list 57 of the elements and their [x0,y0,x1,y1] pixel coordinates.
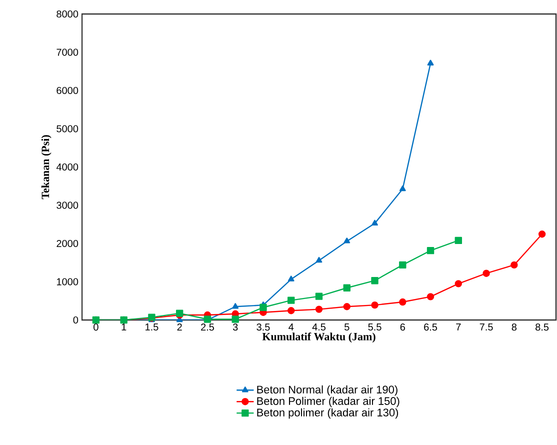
point [426,246,434,254]
point [482,270,490,277]
point [288,296,295,304]
x-tick-label: 0 [94,324,98,331]
point [371,301,378,309]
point [454,280,462,288]
point [344,238,350,244]
x-tick-label: 5.5 [368,324,382,331]
point [232,303,239,309]
x-tick-label: 6.5 [424,324,438,331]
x-tick-label: 1 [122,324,126,330]
legend-label: Beton Normal (kadar air 190) [257,385,398,396]
x-tick-label: 3 [232,324,238,331]
point [288,276,294,282]
x-tick-label: 6 [400,324,405,331]
y-tick-label: 2000 [56,240,78,248]
point [426,293,434,300]
x-axis-title: Kumulatif Waktu (Jam) [262,332,376,343]
point [538,230,546,238]
y-tick-label: 6000 [56,86,78,94]
x-tick-label: 2 [177,324,182,331]
x-tick-label: 8.5 [536,324,549,331]
y-tick-label: 3000 [56,202,78,209]
x-tick-label: 7.5 [480,324,493,331]
y-axis-title: Tekanan (Psi) [41,135,52,200]
x-tick-label: 3.5 [256,324,270,331]
point [454,236,462,244]
point [427,60,434,66]
point [343,303,350,310]
y-tick-label: 5000 [56,125,78,132]
point [371,277,378,284]
legend-label: Beton polimer (kadar air 130) [257,408,398,419]
point [399,298,406,306]
point [232,316,239,323]
y-tick-label: 4000 [56,163,78,171]
y-tick-label: 1000 [56,278,78,286]
point [315,292,323,300]
x-tick-label: 4 [288,324,294,330]
point [315,306,323,313]
point [399,185,406,192]
point [343,284,350,292]
x-tick-label: 1.5 [146,324,158,331]
y-tick-label: 0 [73,316,78,324]
legend-label: Beton Polimer (kadar air 150) [257,396,400,408]
x-tick-label: 8 [512,324,517,331]
y-tick-label: 7000 [56,48,78,56]
x-tick-label: 2.5 [201,324,214,331]
x-tick-label: 5 [344,324,350,331]
point [288,307,295,314]
y-tick-label: 8000 [56,10,78,18]
point [260,304,267,311]
point [399,261,406,269]
x-tick-label: 7 [456,324,461,330]
x-tick-label: 4.5 [312,324,326,331]
point [510,261,518,269]
point [316,256,322,263]
point [372,220,378,226]
